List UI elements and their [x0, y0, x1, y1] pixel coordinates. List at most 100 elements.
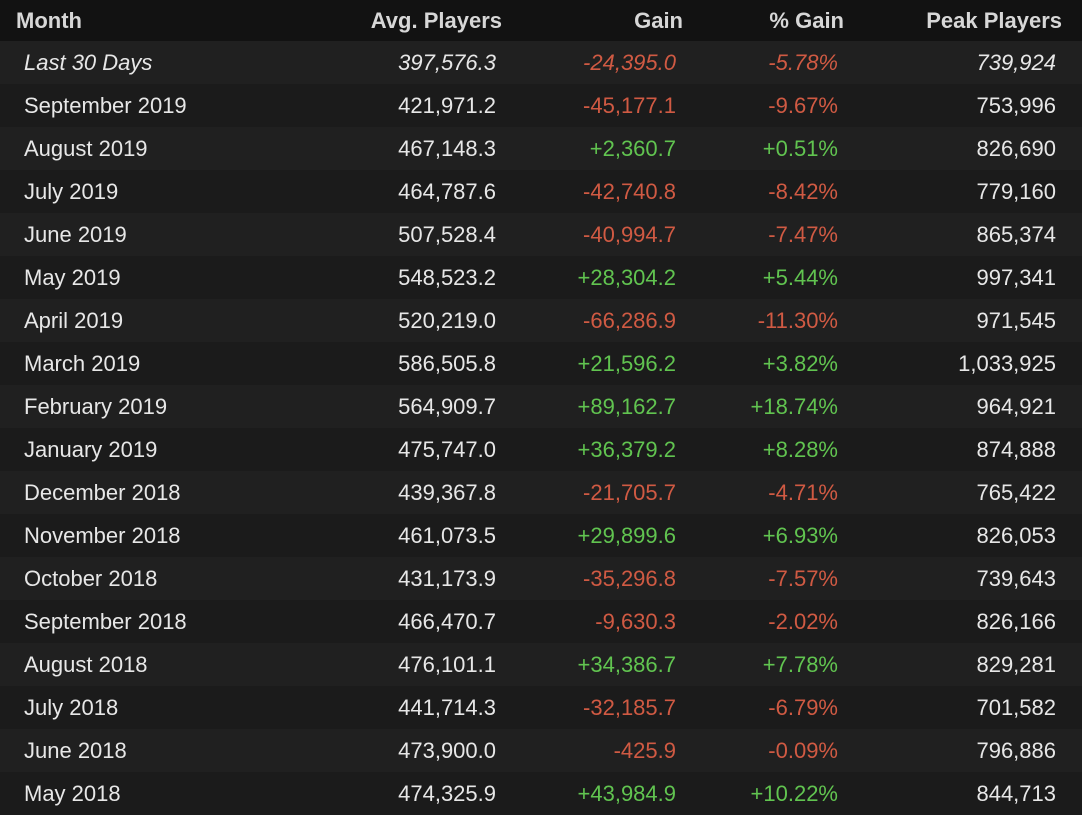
month-cell: July 2018 — [24, 694, 119, 720]
percent-gain-cell: +5.44% — [762, 264, 838, 290]
month-cell: January 2019 — [24, 436, 158, 462]
table-row: September 2018 466,470.7 -9,630.3 -2.02%… — [0, 600, 1082, 643]
gain-cell: -24,395.0 — [583, 49, 676, 75]
percent-gain-cell: +8.28% — [762, 436, 838, 462]
peak-players-cell: 826,690 — [976, 135, 1056, 161]
avg-players-cell: 476,101.1 — [398, 651, 496, 677]
table-row: August 2018 476,101.1 +34,386.7 +7.78% 8… — [0, 643, 1082, 686]
gain-cell: +2,360.7 — [589, 135, 676, 161]
table-row: May 2018 474,325.9 +43,984.9 +10.22% 844… — [0, 772, 1082, 815]
gain-cell: +36,379.2 — [577, 436, 676, 462]
avg-players-cell: 586,505.8 — [398, 350, 496, 376]
peak-players-cell: 1,033,925 — [958, 350, 1056, 376]
month-cell: October 2018 — [24, 565, 158, 591]
percent-gain-cell: +10.22% — [750, 780, 838, 806]
peak-players-cell: 826,053 — [976, 522, 1056, 548]
table-row: November 2018 461,073.5 +29,899.6 +6.93%… — [0, 514, 1082, 557]
gain-cell: +28,304.2 — [577, 264, 676, 290]
percent-gain-cell: -2.02% — [768, 608, 838, 634]
peak-players-cell: 701,582 — [976, 694, 1056, 720]
avg-players-cell: 466,470.7 — [398, 608, 496, 634]
percent-gain-cell: -8.42% — [768, 178, 838, 204]
peak-players-cell: 971,545 — [976, 307, 1056, 333]
table-row: January 2019 475,747.0 +36,379.2 +8.28% … — [0, 428, 1082, 471]
peak-players-cell: 865,374 — [976, 221, 1056, 247]
peak-players-cell: 874,888 — [976, 436, 1056, 462]
table-row: June 2018 473,900.0 -425.9 -0.09% 796,88… — [0, 729, 1082, 772]
gain-cell: +21,596.2 — [577, 350, 676, 376]
table-row: August 2019 467,148.3 +2,360.7 +0.51% 82… — [0, 127, 1082, 170]
column-header-month[interactable]: Month — [16, 7, 82, 33]
month-cell: June 2018 — [24, 737, 127, 763]
table-row: July 2018 441,714.3 -32,185.7 -6.79% 701… — [0, 686, 1082, 729]
avg-players-cell: 520,219.0 — [398, 307, 496, 333]
avg-players-cell: 473,900.0 — [398, 737, 496, 763]
avg-players-cell: 474,325.9 — [398, 780, 496, 806]
gain-cell: -35,296.8 — [583, 565, 676, 591]
avg-players-cell: 431,173.9 — [398, 565, 496, 591]
gain-cell: -45,177.1 — [583, 92, 676, 118]
column-header-avg-players[interactable]: Avg. Players — [370, 7, 502, 33]
avg-players-cell: 439,367.8 — [398, 479, 496, 505]
peak-players-cell: 739,924 — [976, 49, 1056, 75]
avg-players-cell: 464,787.6 — [398, 178, 496, 204]
table-row: May 2019 548,523.2 +28,304.2 +5.44% 997,… — [0, 256, 1082, 299]
column-header-gain[interactable]: Gain — [634, 7, 683, 33]
gain-cell: -21,705.7 — [583, 479, 676, 505]
gain-cell: -32,185.7 — [583, 694, 676, 720]
peak-players-cell: 796,886 — [976, 737, 1056, 763]
month-cell: May 2018 — [24, 780, 121, 806]
percent-gain-cell: -9.67% — [768, 92, 838, 118]
gain-cell: +43,984.9 — [577, 780, 676, 806]
percent-gain-cell: +6.93% — [762, 522, 838, 548]
gain-cell: +89,162.7 — [577, 393, 676, 419]
month-cell: April 2019 — [24, 307, 124, 333]
percent-gain-cell: +7.78% — [762, 651, 838, 677]
month-cell: Last 30 Days — [24, 49, 153, 75]
peak-players-cell: 779,160 — [976, 178, 1056, 204]
peak-players-cell: 739,643 — [976, 565, 1056, 591]
peak-players-cell: 844,713 — [976, 780, 1056, 806]
month-cell: September 2018 — [24, 608, 187, 634]
month-cell: December 2018 — [24, 479, 181, 505]
avg-players-cell: 467,148.3 — [398, 135, 496, 161]
gain-cell: +29,899.6 — [577, 522, 676, 548]
percent-gain-cell: +18.74% — [750, 393, 838, 419]
gain-cell: -40,994.7 — [583, 221, 676, 247]
table-row: December 2018 439,367.8 -21,705.7 -4.71%… — [0, 471, 1082, 514]
table-row: February 2019 564,909.7 +89,162.7 +18.74… — [0, 385, 1082, 428]
peak-players-cell: 753,996 — [976, 92, 1056, 118]
percent-gain-cell: -4.71% — [768, 479, 838, 505]
month-cell: September 2019 — [24, 92, 187, 118]
gain-cell: -425.9 — [613, 737, 676, 763]
avg-players-cell: 441,714.3 — [398, 694, 496, 720]
month-cell: November 2018 — [24, 522, 181, 548]
table-row: Last 30 Days 397,576.3 -24,395.0 -5.78% … — [0, 41, 1082, 84]
peak-players-cell: 765,422 — [976, 479, 1056, 505]
percent-gain-cell: -6.79% — [768, 694, 838, 720]
column-header-peak-players[interactable]: Peak Players — [926, 7, 1062, 33]
column-header-percent-gain[interactable]: % Gain — [769, 7, 844, 33]
gain-cell: -66,286.9 — [583, 307, 676, 333]
month-cell: June 2019 — [24, 221, 127, 247]
month-cell: March 2019 — [24, 350, 141, 376]
peak-players-cell: 997,341 — [976, 264, 1056, 290]
gain-cell: -9,630.3 — [595, 608, 676, 634]
table-row: June 2019 507,528.4 -40,994.7 -7.47% 865… — [0, 213, 1082, 256]
percent-gain-cell: +3.82% — [762, 350, 838, 376]
avg-players-cell: 397,576.3 — [398, 49, 496, 75]
percent-gain-cell: -5.78% — [768, 49, 838, 75]
avg-players-cell: 564,909.7 — [398, 393, 496, 419]
table-row: September 2019 421,971.2 -45,177.1 -9.67… — [0, 84, 1082, 127]
percent-gain-cell: +0.51% — [762, 135, 838, 161]
month-cell: July 2019 — [24, 178, 119, 204]
peak-players-cell: 829,281 — [976, 651, 1056, 677]
percent-gain-cell: -0.09% — [768, 737, 838, 763]
peak-players-cell: 826,166 — [976, 608, 1056, 634]
month-cell: February 2019 — [24, 393, 168, 419]
avg-players-cell: 507,528.4 — [398, 221, 496, 247]
table-row: July 2019 464,787.6 -42,740.8 -8.42% 779… — [0, 170, 1082, 213]
percent-gain-cell: -11.30% — [757, 307, 838, 333]
month-cell: August 2019 — [24, 135, 148, 161]
